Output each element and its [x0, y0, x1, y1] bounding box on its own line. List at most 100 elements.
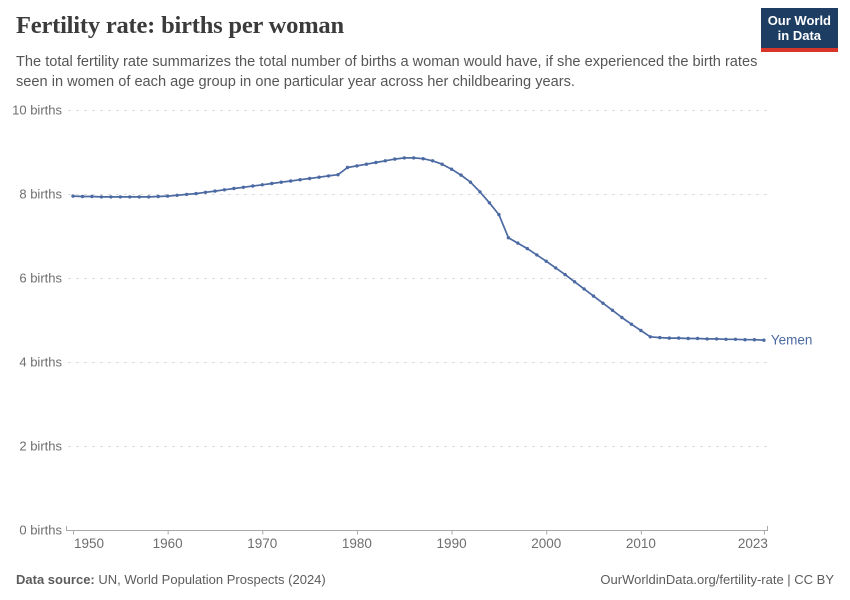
data-point-1974[interactable] [298, 178, 302, 182]
data-point-1966[interactable] [222, 188, 227, 192]
data-point-2002[interactable] [563, 272, 567, 277]
data-point-1950[interactable] [71, 194, 75, 198]
chart-subtitle: The total fertility rate summarizes the … [16, 54, 758, 91]
data-point-2011[interactable] [648, 335, 652, 339]
y-axis-label-0: 0 births [19, 523, 62, 538]
x-axis-label-2023: 2023 [738, 536, 768, 551]
data-point-1955[interactable] [118, 195, 123, 199]
x-axis-label-2000: 2000 [531, 536, 561, 551]
data-point-1996[interactable] [506, 236, 511, 240]
data-point-1998[interactable] [525, 246, 529, 251]
data-point-1995[interactable] [497, 212, 501, 217]
data-point-1970[interactable] [260, 183, 264, 187]
data-point-1956[interactable] [128, 195, 132, 199]
data-point-1988[interactable] [430, 159, 435, 163]
x-axis-label-1960: 1960 [153, 536, 183, 551]
y-axis-label-6: 6 births [19, 271, 62, 286]
data-point-1973[interactable] [289, 179, 293, 183]
data-point-1963[interactable] [194, 191, 198, 196]
data-point-1967[interactable] [232, 186, 236, 191]
data-point-1977[interactable] [326, 174, 331, 178]
data-point-1986[interactable] [412, 156, 416, 160]
x-axis-label-1990: 1990 [437, 536, 467, 551]
data-point-2023[interactable] [762, 338, 766, 342]
data-point-2019[interactable] [724, 337, 728, 341]
data-point-2004[interactable] [582, 287, 586, 291]
data-point-2007[interactable] [610, 308, 615, 312]
data-point-1961[interactable] [175, 193, 179, 197]
data-point-1958[interactable] [147, 195, 151, 199]
y-axis-label-8: 8 births [19, 187, 62, 202]
y-axis-label-2: 2 births [19, 439, 62, 454]
data-point-2008[interactable] [620, 315, 624, 320]
data-point-1975[interactable] [307, 176, 312, 181]
data-point-1976[interactable] [317, 175, 321, 179]
data-point-1965[interactable] [213, 189, 217, 193]
y-axis-label-4: 4 births [19, 355, 62, 370]
data-point-1984[interactable] [393, 157, 397, 161]
entity-label-yemen[interactable]: Yemen [771, 333, 813, 348]
data-point-1957[interactable] [137, 195, 141, 199]
chart-footer: Data source: UN, World Population Prospe… [16, 572, 834, 587]
data-source-text: UN, World Population Prospects (2024) [94, 572, 326, 587]
data-point-1952[interactable] [90, 194, 94, 199]
data-point-2020[interactable] [733, 337, 738, 341]
x-axis-label-2010: 2010 [626, 536, 656, 551]
owid-logo[interactable]: Our World in Data [760, 8, 838, 52]
data-point-2015[interactable] [686, 336, 690, 341]
data-point-1982[interactable] [374, 160, 378, 165]
fertility-chart[interactable]: 0 births 2 births 4 births 6 births 8 births… [0, 0, 850, 560]
data-point-1962[interactable] [184, 192, 189, 197]
data-point-2014[interactable] [677, 336, 681, 340]
data-point-2003[interactable] [572, 280, 577, 284]
data-point-1978[interactable] [336, 173, 340, 177]
x-axis-label-1970: 1970 [247, 536, 277, 551]
data-point-1960[interactable] [165, 194, 170, 198]
data-point-1968[interactable] [241, 185, 246, 189]
data-point-2022[interactable] [752, 338, 757, 342]
data-point-1993[interactable] [478, 190, 482, 194]
data-point-2013[interactable] [667, 336, 671, 340]
data-point-2000[interactable] [544, 259, 548, 263]
data-point-1951[interactable] [80, 194, 85, 199]
data-point-2012[interactable] [658, 335, 662, 340]
data-point-1999[interactable] [535, 253, 539, 257]
data-point-2005[interactable] [591, 294, 596, 298]
x-axis-label-1950: 1950 [74, 536, 104, 551]
data-point-1971[interactable] [270, 181, 274, 186]
license-text: OurWorldinData.org/fertility-rate | CC B… [600, 572, 834, 587]
data-point-2018[interactable] [714, 337, 719, 341]
data-point-1997[interactable] [516, 241, 520, 245]
data-point-2010[interactable] [639, 328, 643, 333]
data-point-1969[interactable] [251, 184, 255, 188]
data-point-1972[interactable] [279, 180, 283, 184]
data-point-1991[interactable] [459, 173, 463, 177]
data-point-2016[interactable] [695, 336, 700, 341]
data-point-2006[interactable] [601, 301, 605, 305]
data-point-1953[interactable] [99, 195, 104, 199]
yemen-line [72, 157, 765, 342]
data-source-note: Data source: UN, World Population Prospe… [16, 572, 326, 587]
data-source-label: Data source: [16, 572, 95, 587]
data-point-1994[interactable] [487, 201, 492, 205]
data-point-1954[interactable] [109, 195, 113, 199]
data-point-1979[interactable] [345, 165, 350, 170]
data-point-2009[interactable] [629, 322, 634, 326]
data-point-1989[interactable] [440, 162, 444, 166]
data-point-2001[interactable] [554, 266, 558, 270]
data-point-2017[interactable] [705, 337, 709, 341]
data-point-1987[interactable] [421, 157, 425, 161]
x-axis-label-1980: 1980 [342, 536, 372, 551]
data-point-1985[interactable] [402, 156, 406, 160]
data-point-1964[interactable] [203, 190, 208, 194]
data-point-1981[interactable] [364, 162, 369, 166]
data-point-2021[interactable] [743, 338, 747, 342]
data-point-1983[interactable] [383, 159, 387, 163]
license-note[interactable]: OurWorldinData.org/fertility-rate | CC B… [600, 572, 834, 587]
data-point-1980[interactable] [355, 164, 359, 168]
y-axis-label-10: 10 births [12, 103, 62, 118]
data-point-1992[interactable] [468, 180, 473, 184]
data-point-1990[interactable] [449, 167, 454, 171]
data-point-1959[interactable] [156, 194, 160, 199]
